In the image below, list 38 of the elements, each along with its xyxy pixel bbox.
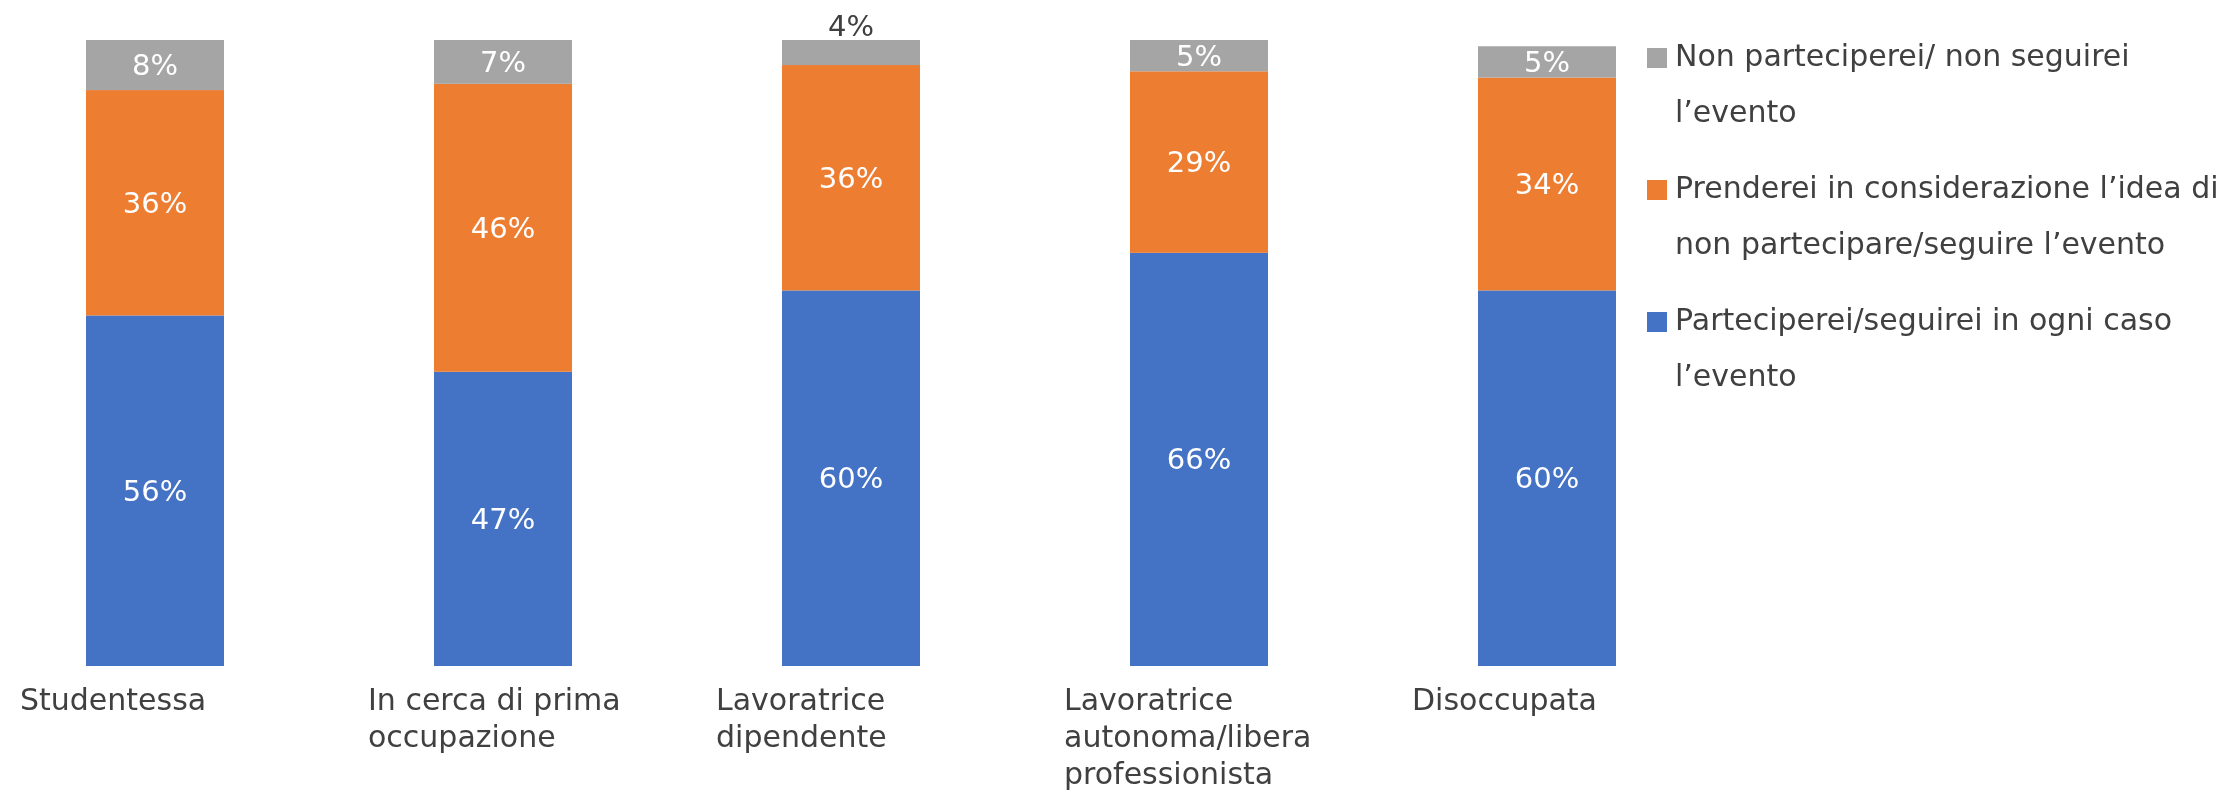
bar: [434, 40, 572, 84]
data-label: 29%: [1166, 145, 1232, 180]
data-label: 8%: [131, 48, 179, 83]
data-label: 36%: [122, 185, 188, 220]
bar: [1478, 46, 1616, 78]
bar: [86, 40, 224, 91]
bar: [1478, 290, 1616, 666]
data-label: 7%: [479, 44, 527, 79]
data-label: 4%: [827, 9, 875, 43]
x-tick-label: In cerca di prima occupazione: [368, 682, 621, 754]
data-label: 36%: [818, 160, 884, 195]
x-tick-label: Disoccupata: [1412, 682, 1597, 717]
bar: [1130, 252, 1268, 666]
data-label: 56%: [122, 473, 188, 508]
data-label: 60%: [818, 461, 884, 496]
bar: [434, 371, 572, 666]
x-tick-label: Lavoratrice dipendente: [716, 682, 887, 754]
bar: [434, 83, 572, 372]
bar: [1478, 77, 1616, 291]
data-label: 47%: [470, 501, 536, 536]
legend-label: Prenderei in considerazione l’idea di non partecipare/seguire l’evento: [1675, 170, 2219, 261]
bar: [1130, 71, 1268, 253]
x-tick-label: Lavoratrice autonoma/libera professionista: [1064, 682, 1312, 791]
data-label: 60%: [1514, 461, 1580, 496]
data-label: 5%: [1523, 44, 1571, 79]
data-label: 66%: [1166, 442, 1232, 477]
bar: [86, 315, 224, 666]
legend-label: Non parteciperei/ non seguirei l’evento: [1675, 38, 2130, 129]
data-label: 5%: [1175, 38, 1223, 73]
x-tick-label: Studentessa: [20, 682, 207, 717]
bar: [782, 40, 920, 66]
bar: [1130, 40, 1268, 72]
bar: [782, 290, 920, 666]
bar: [782, 65, 920, 291]
data-label: 34%: [1514, 166, 1580, 201]
data-label: 46%: [470, 210, 536, 245]
bar: [86, 90, 224, 316]
legend-label: Parteciperei/seguirei in ogni caso l’evento: [1675, 302, 2173, 393]
